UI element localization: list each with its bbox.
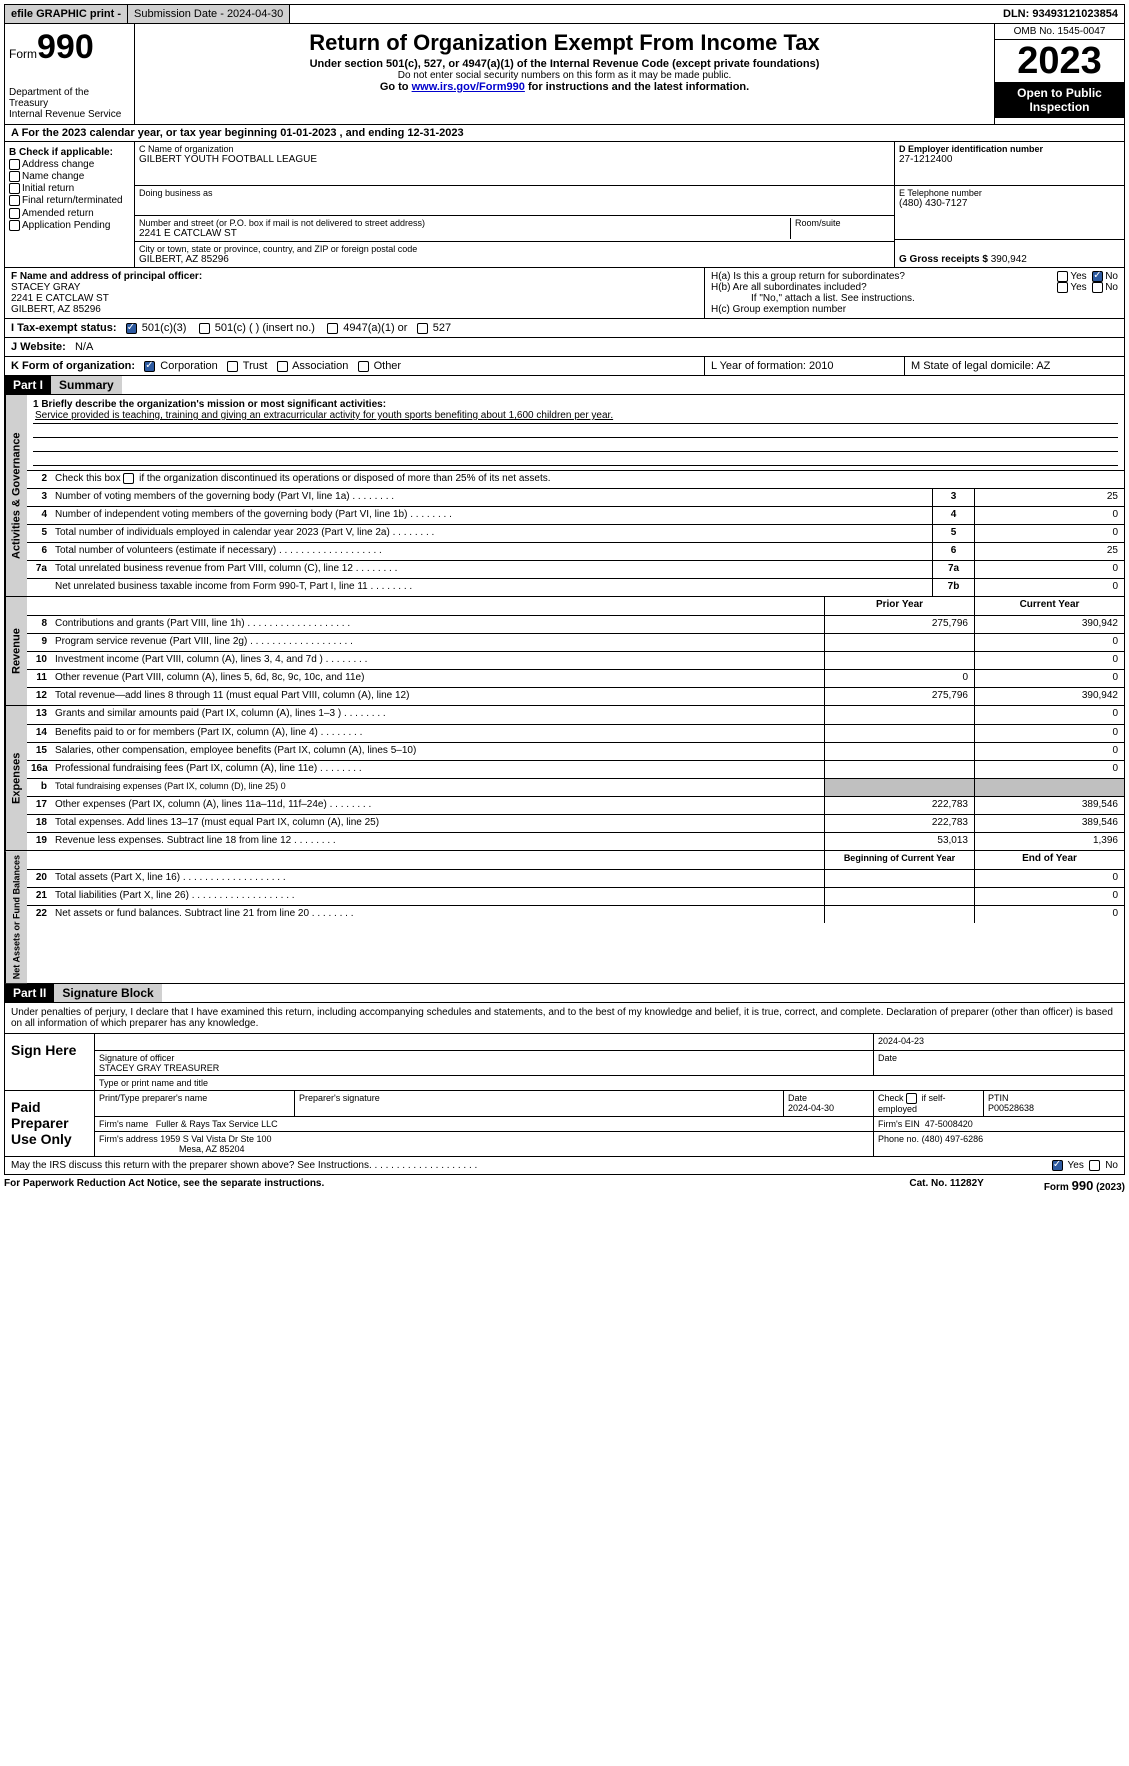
- firm-city: Mesa, AZ 85204: [179, 1144, 245, 1154]
- form-number: Form990: [9, 28, 130, 67]
- prep-date: 2024-04-30: [788, 1103, 834, 1113]
- mission-text: Service provided is teaching, training a…: [33, 410, 1118, 424]
- ha-no-check: [1092, 271, 1103, 282]
- ssn-warning: Do not enter social security numbers on …: [143, 70, 986, 81]
- top-bar: efile GRAPHIC print - Submission Date - …: [4, 4, 1125, 24]
- open-inspection: Open to Public Inspection: [995, 82, 1124, 118]
- expenses-section: Expenses 13Grants and similar amounts pa…: [4, 706, 1125, 851]
- omb-number: OMB No. 1545-0047: [995, 24, 1124, 40]
- line-klm: K Form of organization: Corporation Trus…: [4, 357, 1125, 376]
- part2-header: Part IISignature Block: [4, 984, 1125, 1003]
- dept-label: Department of the Treasury Internal Reve…: [9, 87, 130, 120]
- paid-preparer-block: Paid Preparer Use Only Print/Type prepar…: [4, 1091, 1125, 1157]
- dln: DLN: 93493121023854: [997, 5, 1124, 23]
- net-assets-section: Net Assets or Fund Balances Beginning of…: [4, 851, 1125, 984]
- line-i: I Tax-exempt status: 501(c)(3) 501(c) ( …: [4, 319, 1125, 338]
- ptin: P00528638: [988, 1103, 1034, 1113]
- ein: 27-1212400: [899, 154, 1120, 165]
- box-d: D Employer identification number 27-1212…: [894, 142, 1124, 267]
- sign-date: 2024-04-23: [874, 1034, 1124, 1050]
- discuss-yes-check: [1052, 1160, 1063, 1171]
- sign-here-block: Sign Here 2024-04-23 Signature of office…: [4, 1034, 1125, 1091]
- telephone: (480) 430-7127: [899, 198, 1120, 209]
- goto-line: Go to www.irs.gov/Form990 for instructio…: [143, 81, 986, 93]
- efile-button[interactable]: efile GRAPHIC print -: [5, 5, 128, 23]
- firm-ein: 47-5008420: [925, 1119, 973, 1129]
- form-title: Return of Organization Exempt From Incom…: [143, 30, 986, 56]
- activities-governance: Activities & Governance 1 Briefly descri…: [4, 395, 1125, 597]
- block-fh: F Name and address of principal officer:…: [4, 268, 1125, 319]
- block-bcd: B Check if applicable: Address change Na…: [4, 142, 1125, 268]
- line-a: A For the 2023 calendar year, or tax yea…: [4, 125, 1125, 142]
- footer: For Paperwork Reduction Act Notice, see …: [4, 1175, 1125, 1196]
- section-text: Under section 501(c), 527, or 4947(a)(1)…: [143, 58, 986, 70]
- form-header: Form990 Department of the Treasury Inter…: [4, 24, 1125, 125]
- org-city: GILBERT, AZ 85296: [139, 254, 890, 265]
- officer-signature: STACEY GRAY TREASURER: [99, 1063, 869, 1073]
- 501c3-check: [126, 323, 137, 334]
- gross-receipts: 390,942: [991, 254, 1027, 265]
- state-domicile: M State of legal domicile: AZ: [904, 357, 1124, 375]
- tax-year: 2023: [995, 40, 1124, 82]
- firm-name: Fuller & Rays Tax Service LLC: [156, 1119, 278, 1129]
- firm-phone: (480) 497-6286: [922, 1134, 984, 1144]
- revenue-section: Revenue Prior YearCurrent Year 8Contribu…: [4, 597, 1125, 706]
- box-b: B Check if applicable: Address change Na…: [5, 142, 135, 267]
- declaration-text: Under penalties of perjury, I declare th…: [4, 1003, 1125, 1034]
- submission-date: Submission Date - 2024-04-30: [128, 5, 290, 23]
- discuss-row: May the IRS discuss this return with the…: [4, 1157, 1125, 1175]
- irs-link[interactable]: www.irs.gov/Form990: [412, 81, 525, 93]
- year-formation: L Year of formation: 2010: [704, 357, 904, 375]
- corp-check: [144, 361, 155, 372]
- org-street: 2241 E CATCLAW ST: [139, 228, 790, 239]
- part1-header: Part ISummary: [4, 376, 1125, 395]
- website: N/A: [75, 341, 93, 353]
- officer-name: STACEY GRAY: [11, 282, 698, 293]
- org-name: GILBERT YOUTH FOOTBALL LEAGUE: [139, 154, 890, 165]
- box-c: C Name of organization GILBERT YOUTH FOO…: [135, 142, 894, 267]
- line-j: J Website: N/A: [4, 338, 1125, 357]
